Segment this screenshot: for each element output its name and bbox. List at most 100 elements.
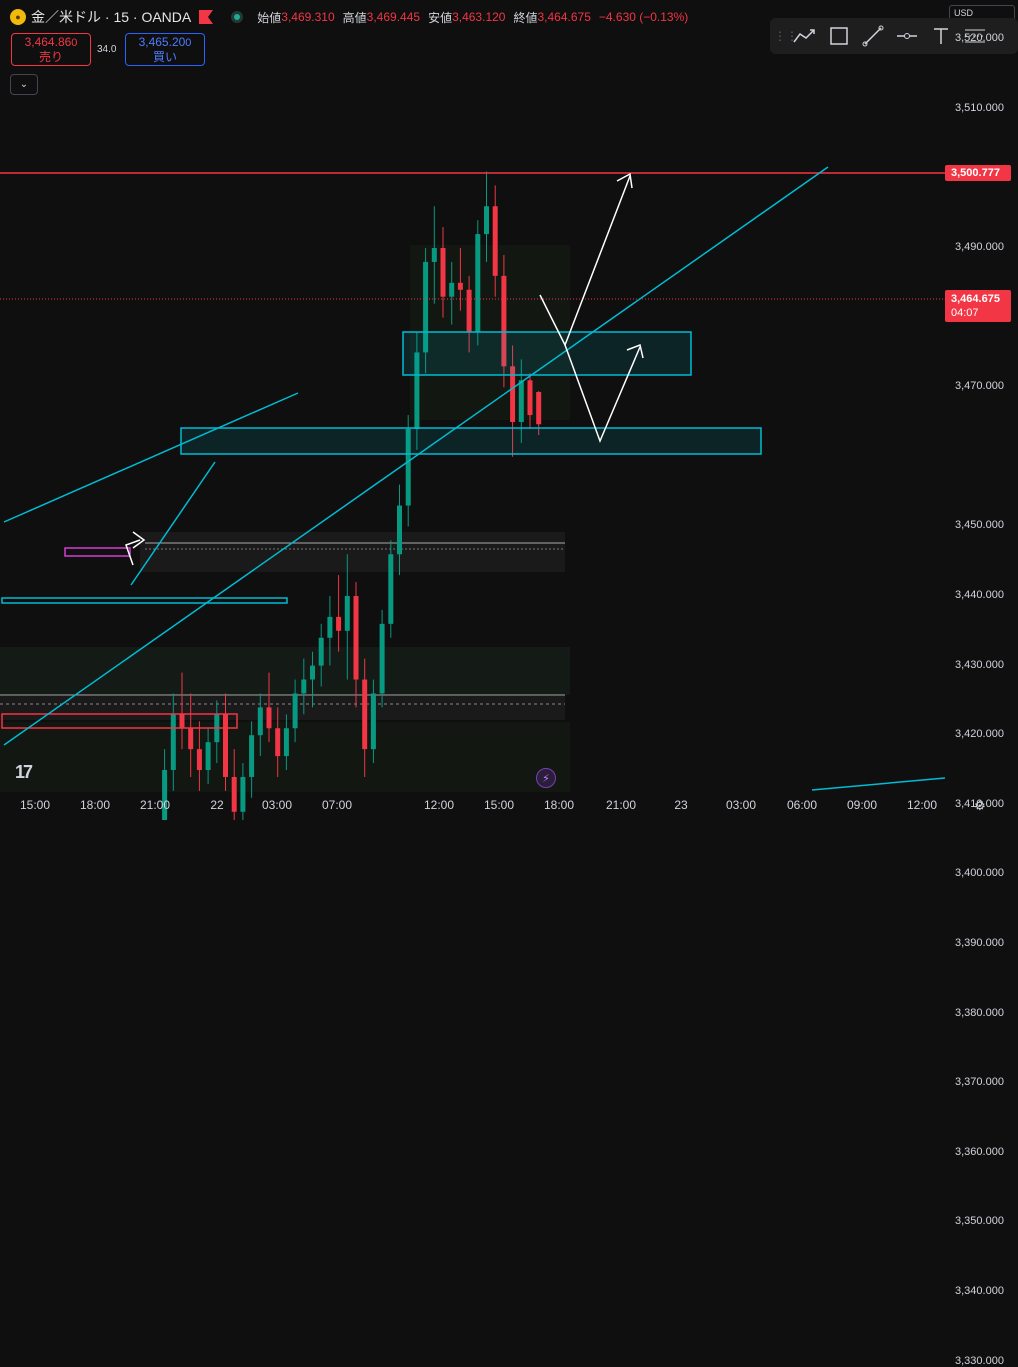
candle xyxy=(179,672,185,750)
volume-profile-shading xyxy=(0,245,570,792)
bar-countdown: 04:07 xyxy=(951,307,979,319)
candle xyxy=(275,707,281,777)
fib-icon[interactable] xyxy=(958,21,992,51)
tradingview-logo-icon[interactable]: 17 xyxy=(15,762,33,782)
candle xyxy=(336,575,342,652)
candle xyxy=(170,693,176,791)
candle xyxy=(310,651,315,708)
time-axis-label: 21:00 xyxy=(605,798,637,812)
candle xyxy=(257,693,263,757)
candle xyxy=(231,749,237,820)
candle xyxy=(457,248,463,311)
current-price-value: 3,464.675 xyxy=(951,293,1000,305)
candle xyxy=(196,721,202,791)
price-axis-label: 3,450.000 xyxy=(955,519,1004,532)
open-value: 3,469.310 xyxy=(281,10,335,24)
support-box-left xyxy=(1,597,288,604)
candle xyxy=(414,331,420,450)
price-axis-label: 3,510.000 xyxy=(955,101,1004,114)
arrow-head-up xyxy=(616,172,633,189)
symbol-title[interactable]: 金／米ドル · 15 · OANDA xyxy=(31,9,192,25)
pink-box xyxy=(64,547,131,557)
price-axis-label: 3,490.000 xyxy=(955,241,1004,253)
candle xyxy=(431,206,437,304)
symbol-header: ● 金／米ドル · 15 · OANDA 始値 3,469.310 高値 3,4… xyxy=(10,7,696,27)
candle xyxy=(266,672,272,743)
bottom-right-line xyxy=(811,777,946,791)
candle xyxy=(466,275,472,353)
price-axis-label: 3,410.000 xyxy=(955,797,1004,810)
sell-label: 売り xyxy=(38,50,63,64)
candle xyxy=(344,554,350,680)
time-axis-label: 18:00 xyxy=(543,798,575,812)
time-axis-label: 12:00 xyxy=(423,798,455,812)
time-axis-label: 09:00 xyxy=(846,798,878,812)
trend-path-icon[interactable] xyxy=(788,21,822,51)
time-axis-label: 18:00 xyxy=(79,798,111,812)
change-value: −4.630 (−0.13%) xyxy=(598,10,689,24)
horizontal-ray-icon[interactable] xyxy=(890,21,924,51)
horizontal-dashed-lines xyxy=(0,542,565,705)
candle xyxy=(475,220,481,346)
small-arrow-head xyxy=(132,531,146,549)
drawings-layer[interactable] xyxy=(0,166,946,791)
time-axis-label: 12:00 xyxy=(906,798,938,812)
buy-price: 3,465.200 xyxy=(138,35,192,49)
candle xyxy=(205,728,211,784)
supply-box-bottom xyxy=(1,713,238,729)
open-label: 始値 xyxy=(257,10,282,25)
candle xyxy=(379,609,385,708)
price-axis-label: 3,340.000 xyxy=(955,1285,1004,1297)
candle xyxy=(527,373,533,429)
price-axis-label: 3,350.000 xyxy=(955,1215,1004,1228)
lightning-icon[interactable]: ⚡ xyxy=(536,768,556,788)
price-axis-label: 3,430.000 xyxy=(955,658,1004,671)
candle xyxy=(362,658,368,777)
collapse-button[interactable]: ⌄ xyxy=(10,74,38,95)
time-axis-label: 03:00 xyxy=(261,798,293,812)
buy-label: 買い xyxy=(152,50,177,64)
candle xyxy=(240,763,246,820)
candle xyxy=(162,749,168,820)
price-axis-label: 3,520.000 xyxy=(955,32,1004,45)
candle xyxy=(370,679,376,764)
candle xyxy=(492,185,498,297)
candle xyxy=(188,693,194,777)
price-axis-label: 3,330.000 xyxy=(955,1354,1004,1367)
spread-value: 34.0 xyxy=(97,44,117,55)
time-axis-label: 15:00 xyxy=(483,798,515,812)
demand-zone-upper xyxy=(402,331,692,376)
time-axis-label: 07:00 xyxy=(321,798,353,812)
flag-icon[interactable] xyxy=(199,10,214,24)
demand-zone-lower xyxy=(180,427,762,455)
time-axis-label: 03:00 xyxy=(725,798,757,812)
price-chart[interactable] xyxy=(0,0,1018,820)
main-trendline xyxy=(3,166,829,746)
price-axis-label: 3,380.000 xyxy=(955,1006,1004,1019)
candle xyxy=(388,540,394,638)
candle xyxy=(510,345,516,457)
sell-price: 3,464.860 xyxy=(24,35,78,49)
sell-button[interactable]: 3,464.860 売り xyxy=(11,33,91,66)
text-icon[interactable] xyxy=(924,21,958,51)
candle xyxy=(283,714,289,771)
high-value: 3,469.445 xyxy=(366,10,421,24)
candle xyxy=(501,254,507,388)
price-axis-label: 3,470.000 xyxy=(955,380,1004,393)
drag-handle-icon[interactable]: ⋮⋮ xyxy=(774,29,798,43)
projection-arrow-down-up xyxy=(564,344,641,444)
candle xyxy=(353,582,359,708)
channel-inner-line xyxy=(130,461,216,586)
settings-gear-icon[interactable]: ⚙ xyxy=(974,798,986,813)
rectangle-icon[interactable] xyxy=(822,21,856,51)
low-label: 安値 xyxy=(428,10,453,25)
candlestick-series xyxy=(162,171,542,820)
buy-button[interactable]: 3,465.200 買い xyxy=(125,33,205,66)
time-axis-label: 23 xyxy=(674,798,688,812)
candle xyxy=(301,658,307,715)
line-icon[interactable] xyxy=(856,21,890,51)
low-value: 3,463.120 xyxy=(452,10,506,24)
time-axis-label: 06:00 xyxy=(786,798,818,812)
close-label: 終値 xyxy=(513,10,538,25)
price-axis-label: 3,390.000 xyxy=(955,937,1004,949)
